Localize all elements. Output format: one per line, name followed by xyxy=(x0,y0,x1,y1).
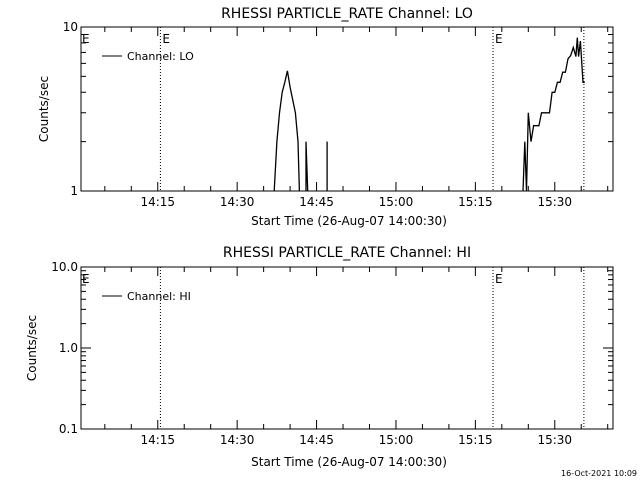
series-line xyxy=(273,70,301,192)
x-tick-label: 14:30 xyxy=(220,433,255,447)
y-axis-label: Counts/sec xyxy=(25,315,39,381)
edge-marker-label: E xyxy=(82,32,90,46)
event-marker-label: E xyxy=(495,32,503,46)
plot-frame xyxy=(80,26,614,192)
x-axis-label: Start Time (26-Aug-07 14:00:30) xyxy=(251,214,447,228)
chart-hi-channel: RHESSI PARTICLE_RATE Channel: HI Start Ti… xyxy=(25,245,614,469)
x-tick-label: 15:15 xyxy=(458,433,493,447)
x-axis-label: Start Time (26-Aug-07 14:00:30) xyxy=(251,455,447,469)
chart-lo-channel: RHESSI PARTICLE_RATE Channel: LO Start Ti… xyxy=(37,6,614,228)
event-marker-label: E xyxy=(162,32,170,46)
y-tick-label: 1 xyxy=(70,184,78,198)
x-tick-label: 15:30 xyxy=(537,195,572,209)
chart-title: RHESSI PARTICLE_RATE Channel: HI xyxy=(223,245,471,261)
y-axis-label: Counts/sec xyxy=(37,76,51,142)
x-tick-label: 15:00 xyxy=(379,195,414,209)
x-tick-label: 15:00 xyxy=(379,433,414,447)
chart-title: RHESSI PARTICLE_RATE Channel: LO xyxy=(221,6,473,22)
series-line xyxy=(522,37,585,192)
legend-label: Channel: LO xyxy=(127,50,194,63)
generation-timestamp: 16-Oct-2021 10:09 xyxy=(561,469,637,478)
y-tick-label: 0.1 xyxy=(59,422,78,436)
x-tick-label: 14:30 xyxy=(220,195,255,209)
edge-marker-label: E xyxy=(82,272,90,286)
x-tick-label: 14:45 xyxy=(299,195,334,209)
y-tick-label: 1.0 xyxy=(59,341,78,355)
series-line xyxy=(305,141,309,192)
event-marker-label: E xyxy=(495,272,503,286)
x-tick-label: 14:15 xyxy=(140,195,175,209)
y-tick-label: 10.0 xyxy=(51,260,78,274)
x-tick-label: 14:15 xyxy=(140,433,175,447)
legend-label: Channel: HI xyxy=(127,290,191,303)
x-tick-label: 14:45 xyxy=(299,433,334,447)
x-tick-label: 15:15 xyxy=(458,195,493,209)
y-tick-label: 10 xyxy=(63,20,78,34)
x-tick-label: 15:30 xyxy=(537,433,572,447)
